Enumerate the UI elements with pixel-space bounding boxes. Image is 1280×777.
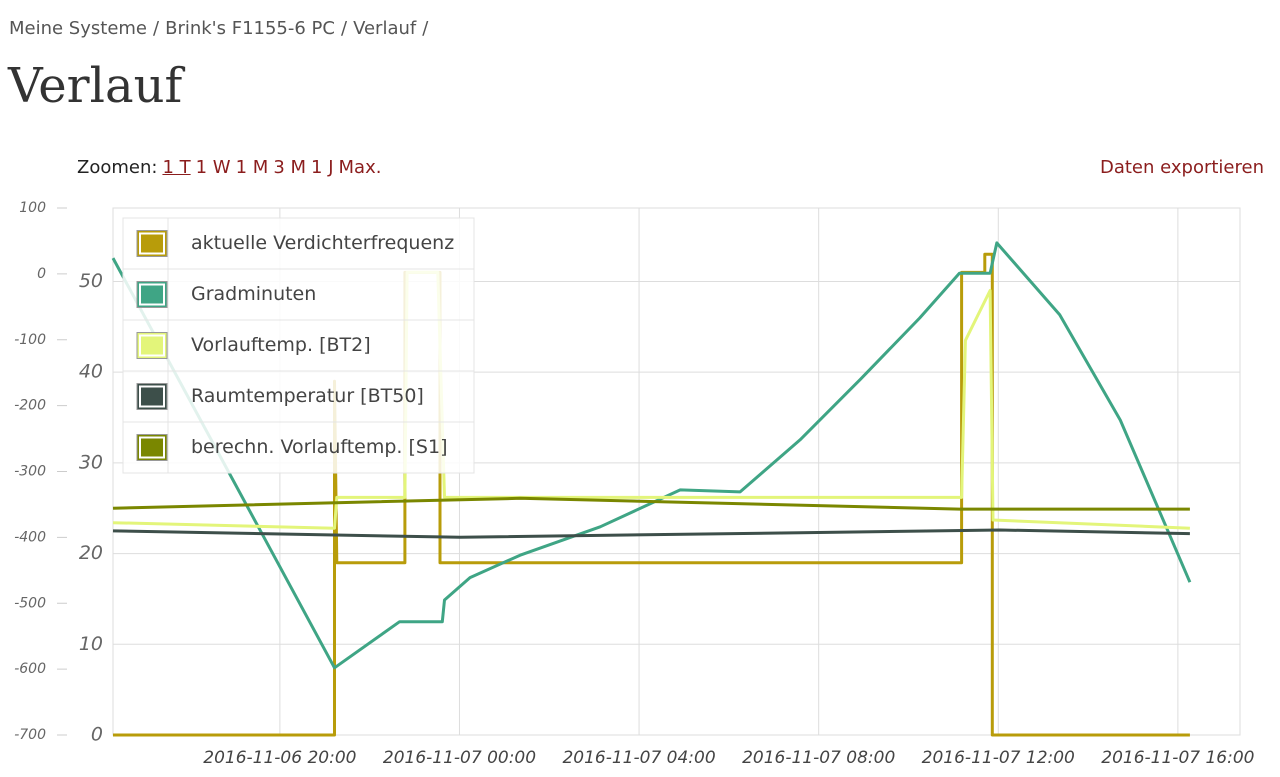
x-tick-label: 2016-11-07 16:00 <box>1101 748 1254 768</box>
legend-label: aktuelle Verdichterfrequenz <box>191 232 454 254</box>
plot-area <box>112 207 1241 736</box>
zoom-option[interactable]: 1 W <box>195 157 231 178</box>
y2-tick-label: -600 <box>14 661 46 677</box>
zoom-option[interactable]: 1 T <box>162 157 191 178</box>
series-line <box>111 241 1192 670</box>
y2-tick-label: -500 <box>14 595 46 611</box>
x-tick-label: 2016-11-07 08:00 <box>742 748 895 768</box>
breadcrumb-separator: / <box>340 18 348 39</box>
y-tick-label: 40 <box>79 361 103 383</box>
series-line <box>112 270 1190 530</box>
y2-tick-label: 100 <box>19 200 46 216</box>
zoom-option[interactable]: 1 J <box>311 157 334 178</box>
x-tick-label: 2016-11-06 20:00 <box>203 748 356 768</box>
y2-tick-label: 0 <box>37 266 46 282</box>
x-tick-label: 2016-11-07 00:00 <box>383 748 536 768</box>
x-tick-label: 2016-11-07 12:00 <box>922 748 1075 768</box>
legend-swatch <box>136 434 168 461</box>
legend-label: berechn. Vorlauftemp. [S1] <box>191 436 447 458</box>
legend-label: Gradminuten <box>191 283 316 305</box>
legend-swatch-inner <box>139 283 165 306</box>
series-line <box>113 252 1190 737</box>
y-tick-label: 0 <box>91 724 103 746</box>
legend-swatch <box>136 383 168 410</box>
breadcrumb-item[interactable]: Meine Systeme <box>9 18 148 39</box>
legend-swatch-inner <box>139 334 165 357</box>
y-tick-label: 30 <box>79 451 103 473</box>
breadcrumb: Meine Systeme / Brink's F1155-6 PC / Verlauf… <box>9 18 434 39</box>
legend-swatch <box>136 230 168 257</box>
legend-swatch-inner <box>139 232 165 255</box>
series-line <box>112 528 1190 539</box>
page-heading: Verlauf <box>8 58 183 114</box>
legend-swatch-inner <box>139 436 165 459</box>
legend-label: Raumtemperatur [BT50] <box>191 385 424 407</box>
zoom-label: Zoomen: <box>77 157 158 178</box>
breadcrumb-item[interactable]: Verlauf <box>353 18 417 39</box>
legend-label: Vorlauftemp. [BT2] <box>191 334 371 356</box>
legend-box <box>122 217 475 474</box>
y2-tick-label: -100 <box>14 332 46 348</box>
y-tick-label: 50 <box>79 270 103 292</box>
breadcrumb-separator: / <box>422 18 429 39</box>
y2-tick-label: -200 <box>14 398 46 414</box>
series-line <box>112 496 1190 511</box>
y-tick-label: 20 <box>79 542 103 564</box>
legend-swatch <box>136 332 168 359</box>
breadcrumb-separator: / <box>153 18 160 39</box>
zoom-option[interactable]: Max. <box>338 157 382 178</box>
zoom-option[interactable]: 3 M <box>273 157 307 178</box>
legend-swatch <box>136 281 168 308</box>
export-link[interactable]: Daten exportieren <box>1099 157 1264 178</box>
legend-swatch-inner <box>139 385 165 408</box>
y-tick-label: 10 <box>79 633 103 655</box>
x-tick-label: 2016-11-07 04:00 <box>562 748 715 768</box>
y2-tick-label: -400 <box>14 529 46 545</box>
zoom-option[interactable]: 1 M <box>235 157 269 178</box>
y2-tick-label: -700 <box>14 727 46 743</box>
y2-tick-label: -300 <box>14 464 46 480</box>
breadcrumb-item[interactable]: Brink's F1155-6 PC <box>165 18 335 39</box>
